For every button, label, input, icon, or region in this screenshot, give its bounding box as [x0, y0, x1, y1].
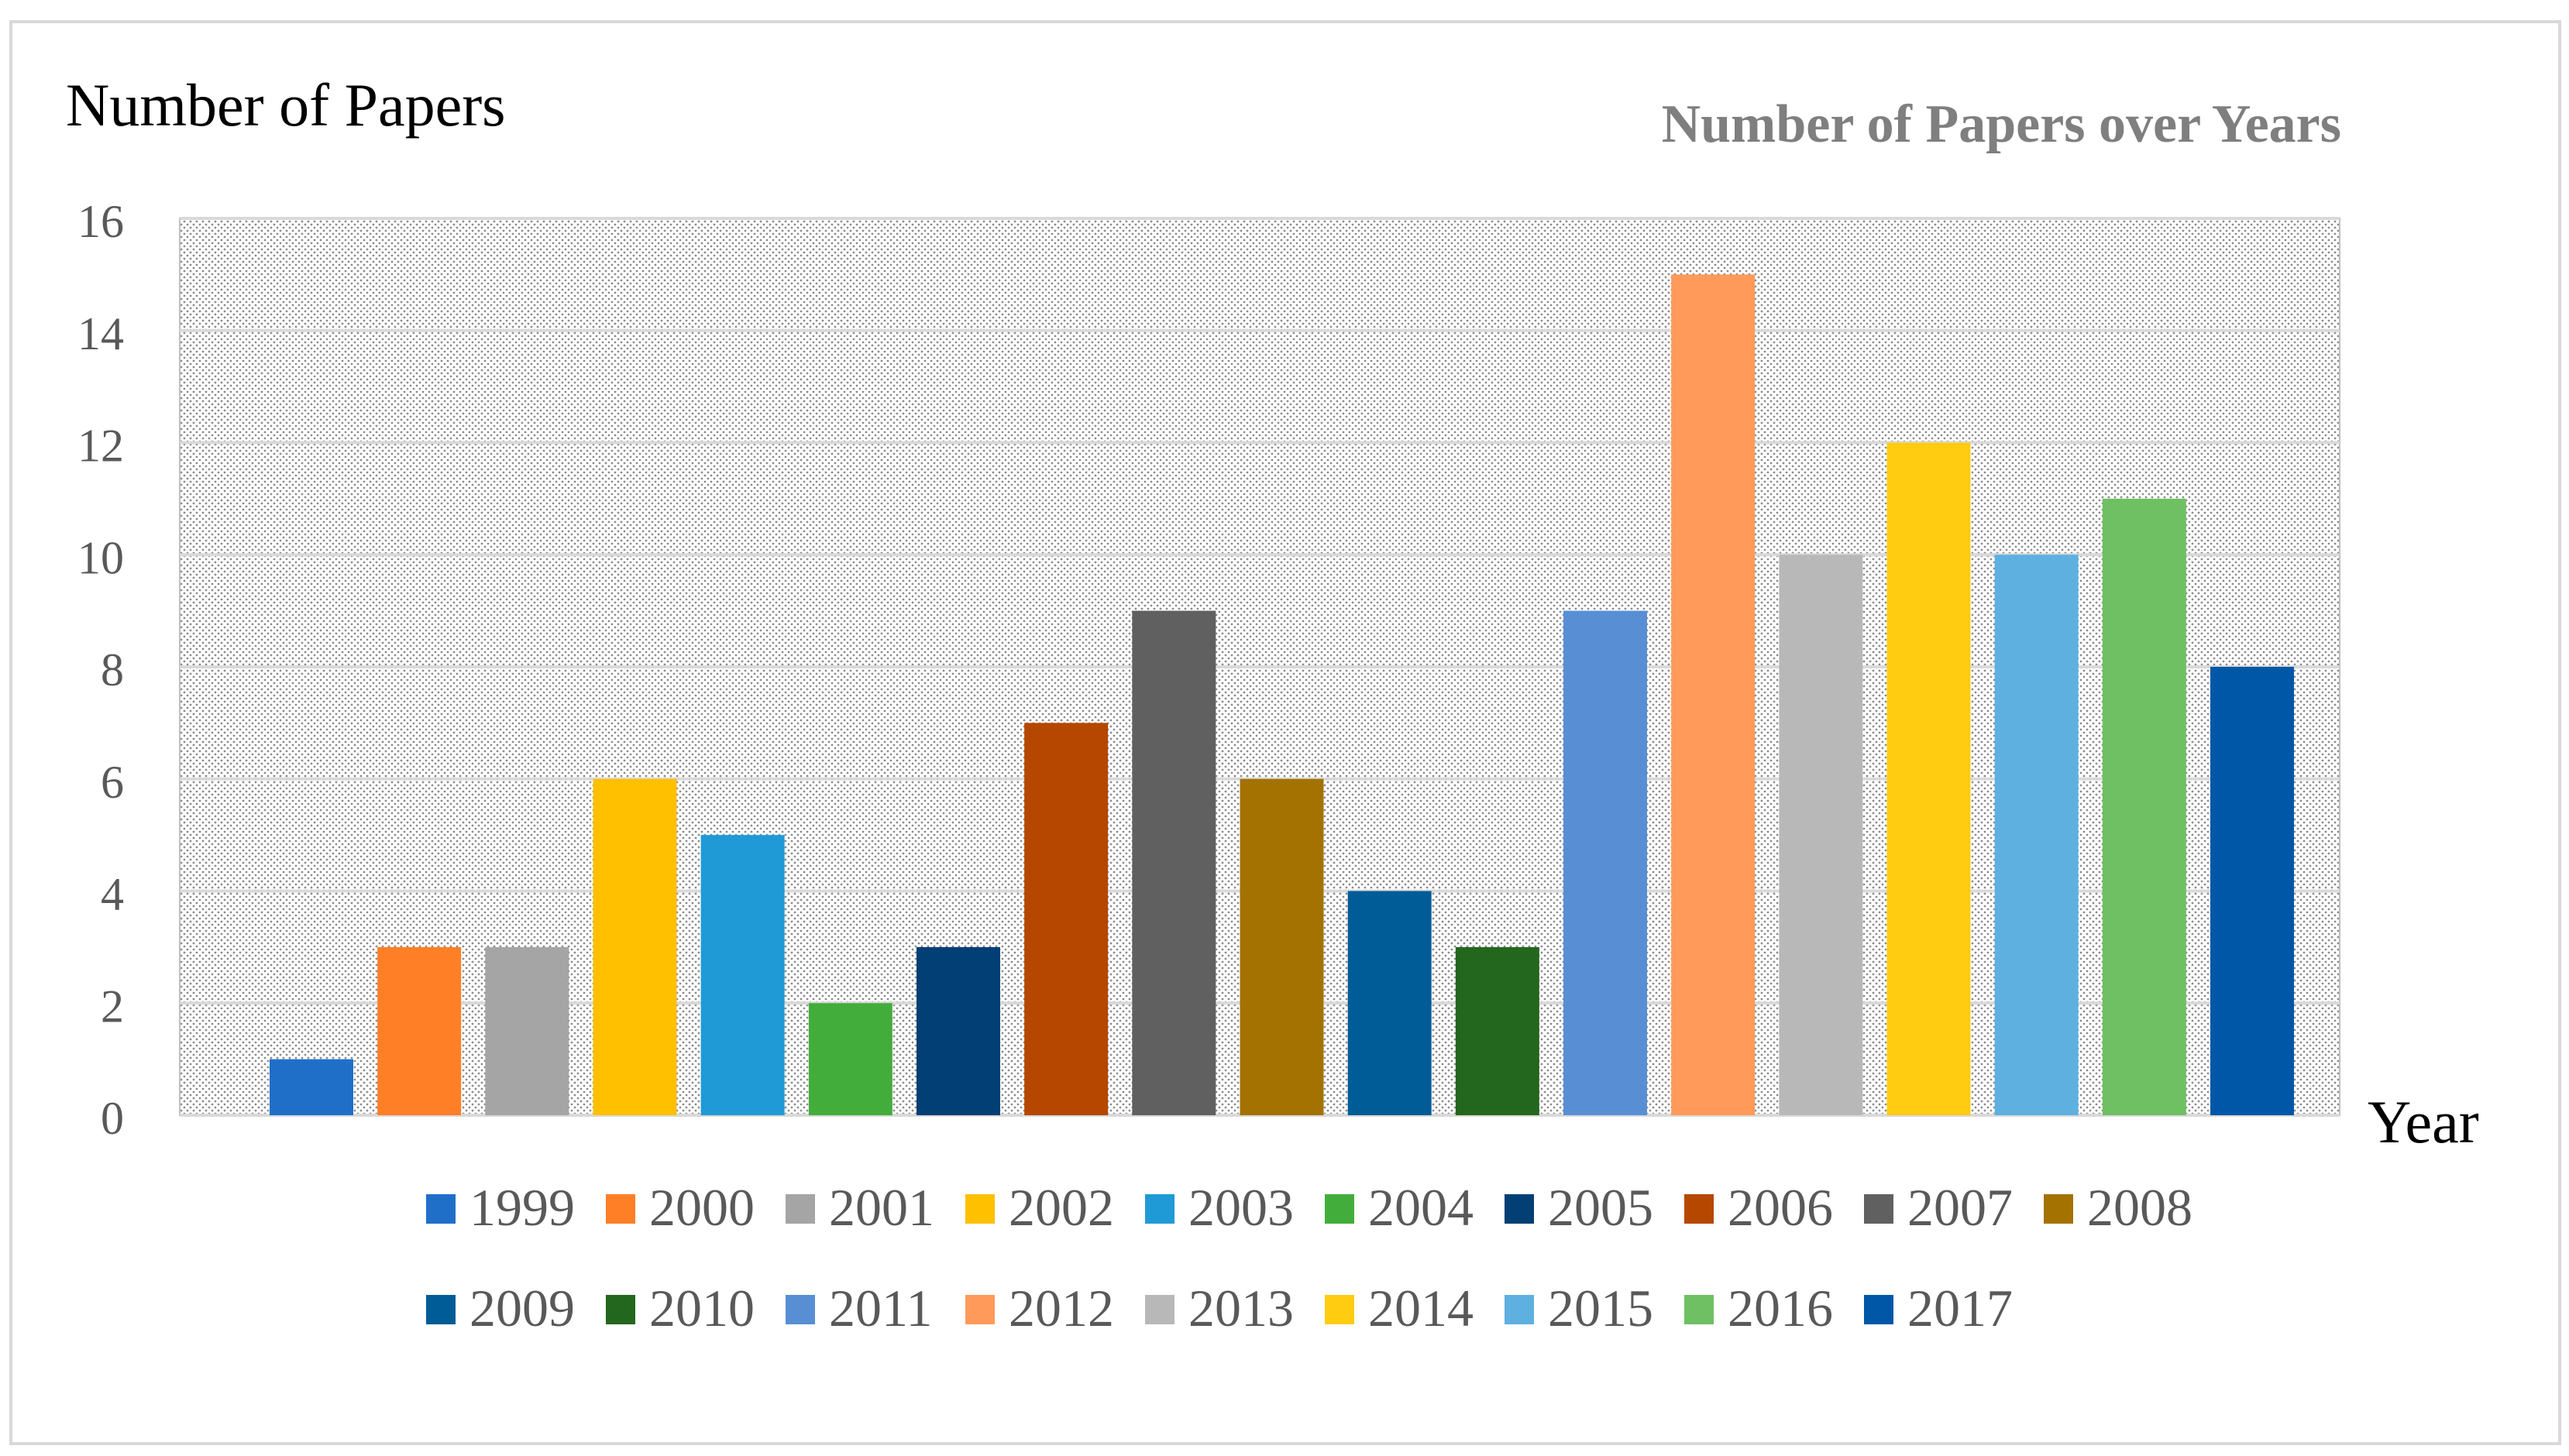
y-tick-label: 6 [101, 757, 124, 808]
y-axis-label: Number of Papers [66, 71, 506, 139]
legend-swatch [1505, 1194, 1534, 1224]
legend-swatch [606, 1194, 635, 1224]
bar-2010 [1455, 946, 1539, 1115]
bar-2012 [1671, 274, 1756, 1115]
legend-label: 2017 [1907, 1279, 2013, 1338]
legend-label: 2016 [1728, 1279, 1833, 1338]
legend-label: 2001 [829, 1178, 934, 1237]
legend-label: 2008 [2087, 1178, 2192, 1237]
y-axis-ticks: 0 2 4 6 8 10 12 14 16 [77, 196, 124, 1144]
legend-swatch [1684, 1194, 1714, 1224]
legend-label: 1999 [469, 1178, 575, 1237]
legend-swatch [1325, 1194, 1354, 1224]
bar-2000 [377, 946, 462, 1115]
y-tick-label: 16 [77, 196, 124, 247]
legend-swatch [1864, 1295, 1893, 1324]
bar-2006 [1024, 723, 1109, 1115]
legend-label: 2013 [1188, 1279, 1294, 1338]
y-tick-label: 10 [77, 532, 124, 583]
bar-2008 [1240, 778, 1324, 1115]
legend-label: 2012 [1009, 1279, 1114, 1338]
bar-2011 [1563, 610, 1647, 1115]
legend-swatch [426, 1295, 456, 1324]
bar-2015 [1994, 555, 2079, 1115]
bar-2017 [2210, 667, 2294, 1115]
legend-swatch [786, 1194, 815, 1224]
y-tick-label: 4 [101, 869, 124, 920]
legend-label: 2006 [1728, 1178, 1833, 1237]
bar-2013 [1779, 555, 1863, 1115]
legend-swatch [1145, 1194, 1174, 1224]
legend-swatch [606, 1295, 635, 1324]
legend-swatch [426, 1194, 456, 1224]
bar-2003 [700, 835, 785, 1115]
legend-label: 2014 [1368, 1279, 1474, 1338]
legend: 1999 2000 2001 2002 2003 2004 2005 2006 2007 2008… [426, 1178, 2192, 1338]
y-tick-label: 0 [101, 1093, 124, 1144]
x-axis-label: Year [2368, 1088, 2479, 1156]
legend-label: 2015 [1548, 1279, 1653, 1338]
legend-label: 2004 [1368, 1178, 1474, 1237]
y-tick-label: 8 [101, 644, 124, 695]
legend-label: 2002 [1009, 1178, 1114, 1237]
legend-label: 2011 [829, 1279, 932, 1338]
legend-label: 2007 [1907, 1178, 2013, 1237]
legend-swatch [1684, 1295, 1714, 1324]
legend-swatch [2044, 1194, 2073, 1224]
bar-2005 [917, 946, 1000, 1115]
y-tick-label: 12 [77, 421, 124, 472]
legend-label: 2003 [1188, 1178, 1294, 1237]
legend-swatch [965, 1295, 995, 1324]
bar-2002 [593, 778, 677, 1115]
legend-swatch [1864, 1194, 1893, 1224]
bar-2014 [1886, 442, 1971, 1115]
y-tick-label: 2 [101, 980, 124, 1032]
bars [270, 274, 2294, 1115]
legend-label: 2010 [649, 1279, 755, 1338]
bar-2004 [808, 1003, 892, 1115]
bar-2016 [2102, 498, 2186, 1115]
legend-swatch [965, 1194, 995, 1224]
legend-swatch [1325, 1295, 1354, 1324]
legend-swatch [1145, 1295, 1174, 1324]
legend-swatch [786, 1295, 815, 1324]
y-tick-label: 14 [77, 308, 124, 359]
legend-label: 2005 [1548, 1178, 1653, 1237]
bar-2007 [1132, 610, 1216, 1115]
legend-label: 2009 [469, 1279, 575, 1338]
bar-2009 [1347, 891, 1432, 1115]
legend-swatch [1505, 1295, 1534, 1324]
chart-title: Number of Papers over Years [1662, 94, 2341, 154]
bar-1999 [270, 1059, 353, 1115]
legend-label: 2000 [649, 1178, 755, 1237]
bar-2001 [485, 946, 569, 1115]
